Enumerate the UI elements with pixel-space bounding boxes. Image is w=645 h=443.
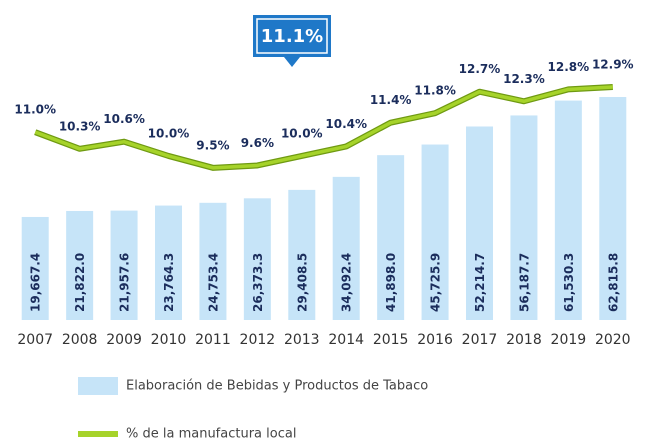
callout: 11.1% <box>253 15 331 67</box>
x-tick-label: 2015 <box>373 332 409 348</box>
bar <box>155 205 182 320</box>
bar-value-label: 62,815.8 <box>606 253 620 312</box>
line <box>34 85 613 170</box>
callout-text: 11.1% <box>261 26 323 47</box>
bar <box>510 115 538 320</box>
line-value-label: 11.0% <box>14 103 56 117</box>
line-value-label: 10.0% <box>148 126 190 140</box>
line-value-label: 11.4% <box>370 93 412 107</box>
line-value-label: 10.3% <box>59 119 101 133</box>
legend-swatch <box>78 377 118 395</box>
bar-value-label: 41,898.0 <box>384 253 398 312</box>
bar-value-label: 45,725.9 <box>429 253 443 312</box>
bar <box>466 126 493 320</box>
x-tick-label: 2007 <box>17 332 53 348</box>
x-tick-label: 2010 <box>151 332 187 348</box>
x-tick-label: 2011 <box>195 332 231 348</box>
line-value-label: 9.5% <box>196 138 229 152</box>
x-tick-label: 2013 <box>284 332 320 348</box>
bar-value-label: 34,092.4 <box>340 253 354 312</box>
x-tick-label: 2016 <box>417 332 453 348</box>
legend-label: % de la manufactura local <box>126 427 296 442</box>
line-value-label: 12.3% <box>503 72 545 86</box>
callout-pointer <box>284 57 300 67</box>
x-tick-label: 2008 <box>62 332 98 348</box>
x-tick-label: 2009 <box>106 332 142 348</box>
bar <box>199 202 227 320</box>
bar <box>599 97 627 320</box>
line-value-label: 12.7% <box>459 62 501 76</box>
x-tick-label: 2018 <box>506 332 542 348</box>
bar <box>110 210 138 320</box>
bar-value-label: 19,667.4 <box>29 253 43 312</box>
line-value-label: 12.9% <box>592 57 634 71</box>
x-tick-label: 2012 <box>240 332 276 348</box>
line-value-label: 12.8% <box>548 60 590 74</box>
x-tick-label: 2017 <box>462 332 498 348</box>
bar <box>288 189 316 320</box>
x-tick-label: 2019 <box>551 332 587 348</box>
bar <box>421 144 449 320</box>
bar <box>66 210 94 320</box>
bar-value-label: 29,408.5 <box>295 253 309 312</box>
bar <box>243 198 271 320</box>
bar <box>21 216 49 320</box>
line-value-label: 10.4% <box>325 117 367 131</box>
line-value-label: 10.6% <box>103 112 145 126</box>
bar <box>377 155 405 320</box>
x-tick-label: 2014 <box>328 332 364 348</box>
bar-value-label: 21,822.0 <box>73 253 87 312</box>
bar <box>554 100 582 321</box>
legend-swatch <box>78 431 118 437</box>
line-value-label: 11.8% <box>414 84 456 98</box>
legend-label: Elaboración de Bebidas y Productos de Ta… <box>126 379 428 394</box>
bar-value-label: 21,957.6 <box>118 253 132 312</box>
x-tick-label: 2020 <box>595 332 631 348</box>
bar-value-label: 61,530.3 <box>562 253 576 312</box>
line-value-label: 10.0% <box>281 126 323 140</box>
bar <box>332 176 360 320</box>
callout-inner <box>256 18 328 54</box>
bar-value-label: 24,753.4 <box>206 253 220 312</box>
bar-value-label: 56,187.7 <box>517 253 531 312</box>
bar-value-label: 23,764.3 <box>162 253 176 312</box>
bar-value-label: 26,373.3 <box>251 253 265 312</box>
line-value-label: 9.6% <box>241 136 274 150</box>
bar-value-label: 52,214.7 <box>473 253 487 312</box>
